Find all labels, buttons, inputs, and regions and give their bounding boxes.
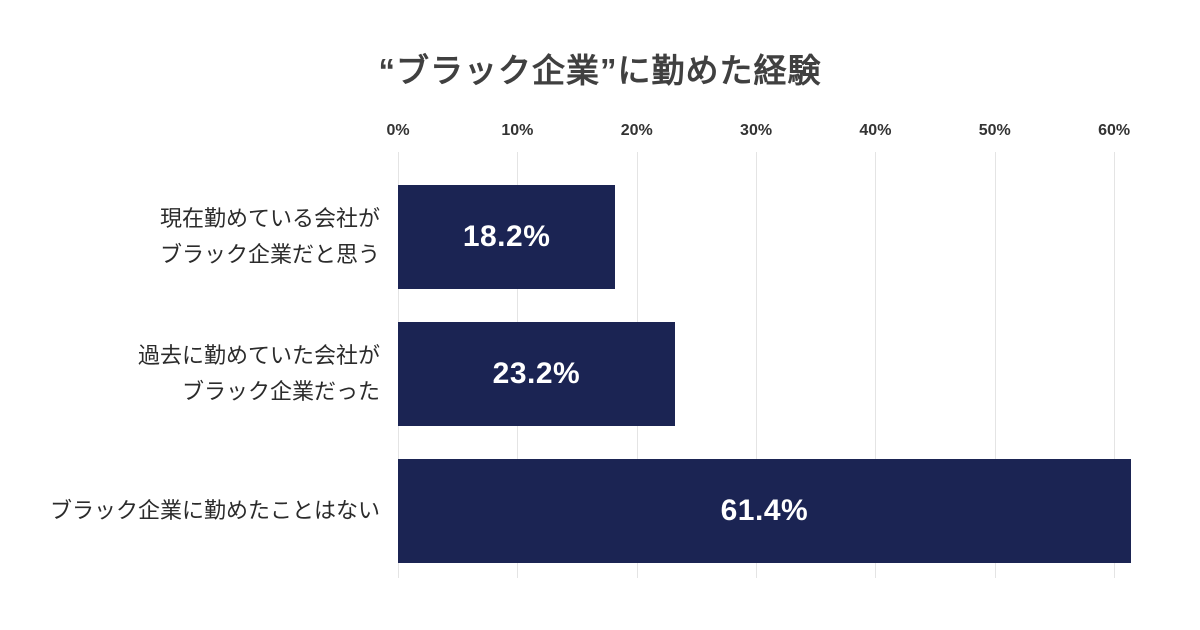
bar-never-worked: 61.4% <box>398 459 1131 563</box>
plot-area: 18.2% 23.2% 61.4% <box>398 152 1138 578</box>
category-label-line: ブラック企業に勤めたことはない <box>49 498 380 523</box>
category-label-line: 過去に勤めていた会社が <box>137 343 380 368</box>
gridline <box>994 152 996 578</box>
gridline <box>756 152 758 578</box>
gridline <box>875 152 877 578</box>
category-labels: 現在勤めている会社が ブラック企業だと思う 過去に勤めていた会社が ブラック企業… <box>0 152 380 578</box>
x-axis-tick: 0% <box>386 122 410 139</box>
category-label: 現在勤めている会社が ブラック企業だと思う <box>0 185 380 289</box>
x-axis-tick: 50% <box>978 122 1011 139</box>
chart-title: “ブラック企業”に勤めた経験 <box>378 52 822 89</box>
bar-value-label: 23.2% <box>492 357 581 390</box>
bar-value-label: 61.4% <box>720 494 809 527</box>
category-label-line: ブラック企業だった <box>181 379 380 404</box>
x-axis: 0% 10% 20% 30% 40% 50% 60% <box>386 122 1138 144</box>
x-axis-tick: 40% <box>859 122 892 139</box>
x-axis-tick: 20% <box>620 122 653 139</box>
bar-past-company: 23.2% <box>398 322 675 426</box>
category-label-line: ブラック企業だと思う <box>159 242 380 267</box>
bar-value-label: 18.2% <box>462 220 551 253</box>
category-label: 過去に勤めていた会社が ブラック企業だった <box>0 322 380 426</box>
x-axis-tick: 60% <box>1098 122 1131 139</box>
bar-current-company: 18.2% <box>398 185 616 289</box>
category-label-line: 現在勤めている会社が <box>159 206 380 231</box>
gridline <box>1114 152 1116 578</box>
x-axis-tick: 30% <box>740 122 773 139</box>
x-axis-tick: 10% <box>501 122 534 139</box>
category-label: ブラック企業に勤めたことはない <box>0 459 380 563</box>
